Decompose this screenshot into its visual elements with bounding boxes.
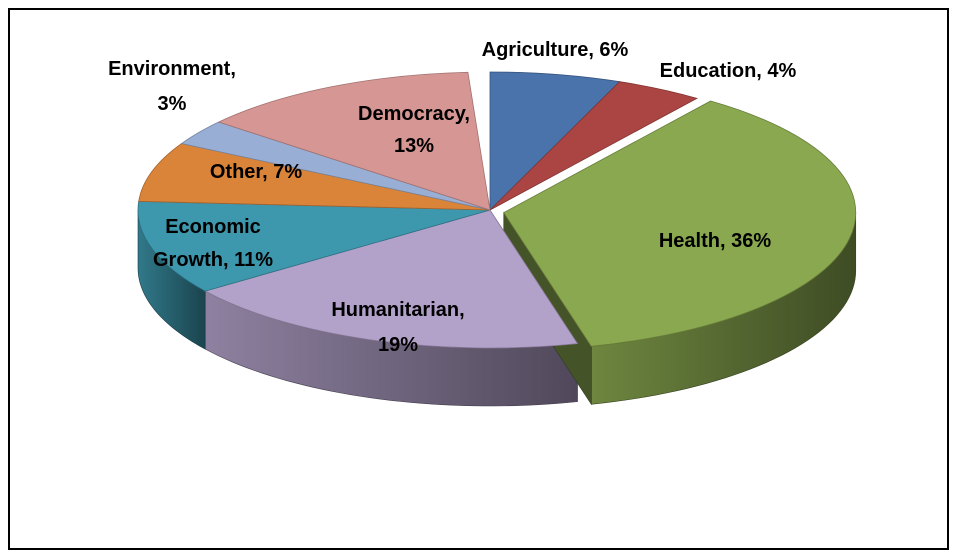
pie-slice-economic-growth xyxy=(137,200,491,292)
pie-slice-democracy xyxy=(217,71,491,211)
pie-slice-education xyxy=(489,81,698,211)
pie-slice-humanitarian xyxy=(204,209,579,349)
pie-slice-other xyxy=(138,143,491,211)
slice-label-health: Health, 36% xyxy=(659,230,771,252)
slice-label-other: Other, 7% xyxy=(210,161,302,183)
slice-label-democracy: Democracy, xyxy=(358,103,470,125)
slice-label-democracy: 13% xyxy=(394,135,434,157)
pie-slice-agriculture xyxy=(489,71,621,211)
slice-label-humanitarian: 19% xyxy=(378,334,418,356)
pie-slice-health xyxy=(503,100,857,347)
slice-label-agriculture: Agriculture, 6% xyxy=(482,39,629,61)
slice-label-humanitarian: Humanitarian, xyxy=(331,299,464,321)
slice-label-environment: Environment, xyxy=(108,58,236,80)
slice-label-economic-growth: Economic xyxy=(165,216,261,238)
slice-label-environment: 3% xyxy=(158,93,187,115)
slice-label-education: Education, 4% xyxy=(660,60,797,82)
slice-label-economic-growth: Growth, 11% xyxy=(153,249,273,271)
